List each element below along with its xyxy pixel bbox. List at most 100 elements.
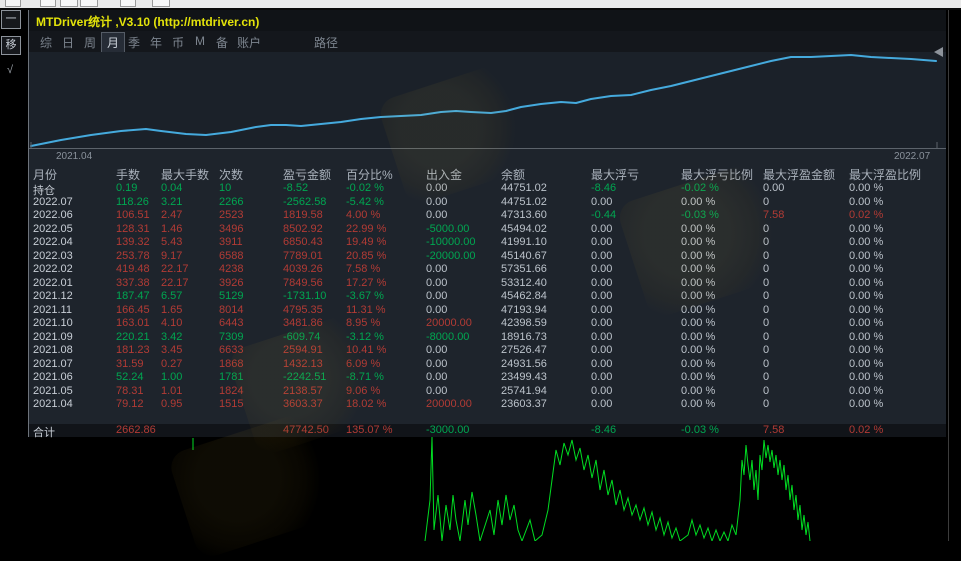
column-header: 余额 <box>501 168 526 182</box>
value-cell: -8.71 % <box>346 371 384 383</box>
move-panel-button[interactable]: 移 <box>1 36 21 55</box>
value-cell: 0 <box>763 290 770 302</box>
table-row[interactable]: 持仓 0.19 0.04 10 -8.52 -0.02 % 0.00 44751.02 -8.4… <box>29 182 946 197</box>
tab-周[interactable]: 周 <box>83 36 96 50</box>
value-cell: 0.00 <box>591 303 613 316</box>
value-cell: 0.00 % <box>849 317 884 329</box>
value-cell: 10.41 % <box>346 344 387 356</box>
chart-shift-icon[interactable] <box>934 47 943 57</box>
value-cell: -3.67 % <box>346 290 384 302</box>
table-row[interactable]: 2021.09 220.21 3.42 7309 -609.74 -3.12 % -8000… <box>29 331 946 344</box>
value-cell: 0 <box>763 357 770 370</box>
table-row[interactable]: 2021.07 31.59 0.27 1868 1432.13 6.09 % 0.00 249… <box>29 358 946 371</box>
value-cell: 2138.57 <box>283 384 323 397</box>
table-row[interactable]: 2021.04 79.12 0.95 1515 3603.37 18.02 % 20000.… <box>29 398 946 411</box>
tab-日[interactable]: 日 <box>61 36 74 50</box>
table-row[interactable]: 2021.11 166.45 1.65 8014 4795.35 11.31 % 0.00 4… <box>29 304 946 317</box>
value-cell: 22.17 <box>161 263 189 275</box>
value-cell: 10 <box>219 182 232 194</box>
price-axis-separator <box>948 9 949 541</box>
value-cell: 20.85 % <box>346 249 387 262</box>
value-cell: 0 <box>763 317 770 329</box>
value-cell: -5.42 % <box>346 195 384 208</box>
value-cell: 1515 <box>219 398 244 410</box>
value-cell: 47742.50 <box>283 424 329 436</box>
value-cell: -0.03 % <box>681 424 719 436</box>
table-total-row: 合计 2662.86 47742.50 135.07 % -3000.00 -8.46 -0… <box>29 424 946 439</box>
value-cell: 0.00 <box>426 290 448 302</box>
value-cell: 0 <box>763 236 770 248</box>
value-cell: 0.19 <box>116 182 138 194</box>
value-cell: 0.00 <box>591 236 613 248</box>
value-cell: 4.10 <box>161 317 183 329</box>
table-row[interactable]: 2022.07 118.26 3.21 2266 -2562.58 -5.42 % 0.00… <box>29 196 946 209</box>
table-row[interactable]: 2021.06 52.24 1.00 1781 -2242.51 -8.71 % 0.00 2… <box>29 371 946 384</box>
tab-月[interactable]: 月 <box>101 32 125 53</box>
value-cell: 44751.02 <box>501 182 547 194</box>
table-row[interactable]: 2022.03 253.78 9.17 6588 7789.01 20.85 % -2000… <box>29 250 946 263</box>
value-cell: 2266 <box>219 195 244 208</box>
minimize-panel-button[interactable]: 一 <box>1 10 21 29</box>
table-row[interactable]: 2022.04 139.32 5.43 3911 6850.43 19.49 % -1000… <box>29 236 946 249</box>
value-cell: 135.07 % <box>346 424 393 436</box>
value-cell: 0.00 <box>426 303 448 316</box>
tab-币[interactable]: 币 <box>171 36 184 50</box>
tab-综[interactable]: 综 <box>39 36 52 50</box>
value-cell: 0.00 % <box>849 290 884 302</box>
value-cell: 0 <box>763 263 770 275</box>
value-cell: 6.09 % <box>346 357 381 370</box>
table-row[interactable]: 2022.06 106.51 2.47 2523 1819.58 4.00 % 0.00 47… <box>29 209 946 222</box>
value-cell: 4039.26 <box>283 263 323 275</box>
value-cell: 0.00 <box>426 371 448 383</box>
value-cell: 24931.56 <box>501 357 547 370</box>
value-cell: 0.00 % <box>849 195 884 208</box>
value-cell: 1.46 <box>161 222 183 235</box>
value-cell: 139.32 <box>116 236 150 248</box>
table-row[interactable]: 2022.02 419.48 22.17 4238 4039.26 7.58 % 0.00 5… <box>29 263 946 276</box>
tab-季[interactable]: 季 <box>127 36 140 50</box>
value-cell: 18.02 % <box>346 398 387 410</box>
value-cell: 0.02 % <box>849 209 884 221</box>
table-row[interactable]: 2022.01 337.38 22.17 3926 7849.56 17.27 % 0.00… <box>29 277 946 290</box>
month-cell: 2021.11 <box>33 303 72 316</box>
table-row[interactable]: 2021.10 163.01 4.10 6443 3481.86 8.95 % 20000.… <box>29 317 946 330</box>
table-row[interactable]: 2021.08 181.23 3.45 6633 2594.91 10.41 % 0.00 2… <box>29 344 946 357</box>
tab-备[interactable]: 备 <box>215 36 228 50</box>
tab-M[interactable]: M <box>195 34 205 48</box>
value-cell: 17.27 % <box>346 276 387 289</box>
value-cell: -2242.51 <box>283 371 327 383</box>
tab-bar: 路径 综日周月季年币 M 备账户 <box>29 31 946 53</box>
value-cell: 0 <box>763 398 770 410</box>
value-cell: 0.04 <box>161 182 183 194</box>
equity-line-svg <box>30 54 938 148</box>
tab-path[interactable]: 路径 <box>314 36 339 50</box>
value-cell: 3481.86 <box>283 317 323 329</box>
value-cell: 0.00 <box>426 263 448 275</box>
value-cell: 7849.56 <box>283 276 323 289</box>
value-cell: 2594.91 <box>283 344 323 356</box>
table-row[interactable]: 2022.05 128.31 1.46 3496 8502.92 22.99 % -5000… <box>29 223 946 236</box>
value-cell: 0.00 <box>591 222 613 235</box>
panel-titlebar[interactable]: MTDriver统计 ,V3.10 (http://mtdriver.cn) <box>29 9 946 31</box>
toolbar-icon <box>120 0 136 7</box>
value-cell: 7.58 <box>763 209 785 221</box>
month-cell: 2022.02 <box>33 263 73 275</box>
value-cell: 41991.10 <box>501 236 547 248</box>
value-cell: 45462.84 <box>501 290 547 302</box>
tab-账户[interactable]: 账户 <box>236 36 261 50</box>
value-cell: 0.00 % <box>849 249 884 262</box>
table-row[interactable]: 2021.05 78.31 1.01 1824 2138.57 9.06 % 0.00 257… <box>29 385 946 398</box>
check-button[interactable]: √ <box>6 64 14 76</box>
value-cell: 22.99 % <box>346 222 387 235</box>
value-cell: 187.47 <box>116 290 150 302</box>
value-cell: 53312.40 <box>501 276 547 289</box>
toolbar-icon <box>5 0 21 7</box>
value-cell: 0.00 <box>426 195 448 208</box>
value-cell: 45140.67 <box>501 249 547 262</box>
table-row[interactable]: 2021.12 187.47 6.57 5129 -1731.10 -3.67 % 0.00… <box>29 290 946 303</box>
value-cell: 0 <box>763 384 770 397</box>
value-cell: -5000.00 <box>426 222 470 235</box>
value-cell: 47313.60 <box>501 209 547 221</box>
tab-年[interactable]: 年 <box>149 36 162 50</box>
month-cell: 2022.07 <box>33 195 73 208</box>
